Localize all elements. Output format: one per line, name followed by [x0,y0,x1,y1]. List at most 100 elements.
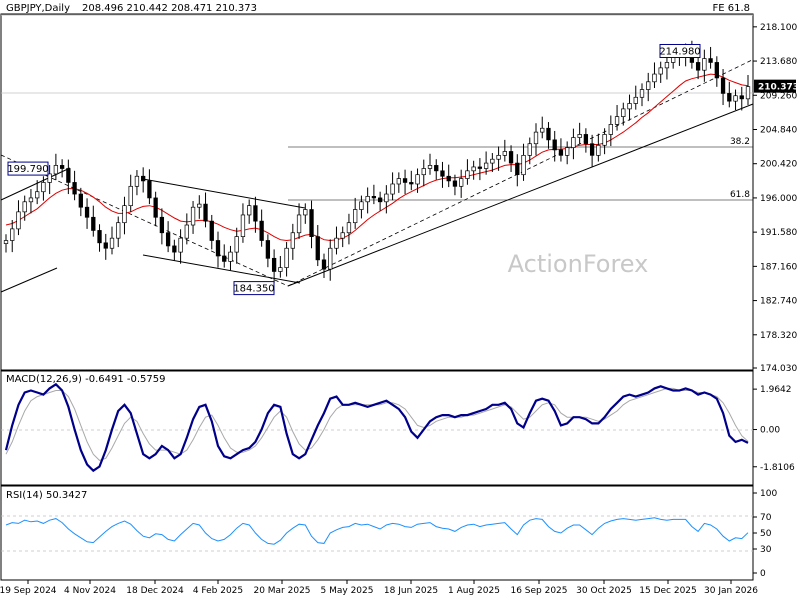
macd-title: MACD(12,26,9) -0.6491 -0.5759 [6,374,166,385]
candle-body [97,230,102,244]
candle-body [739,95,744,100]
time-tick-label: 1 Aug 2025 [448,586,500,596]
annotation-box [233,281,275,296]
price-tick-label: 178.320 [760,331,797,341]
rsi-line [5,517,749,545]
ma-line [5,73,749,242]
candle-body [197,203,202,208]
fib-38-label: 38.2 [730,137,750,147]
annotation-label: 184.350 [233,284,274,295]
candle-body [147,180,152,199]
candle-body [720,77,726,94]
rsi-title: RSI(14) 50.3427 [6,490,87,501]
candle-body [583,134,589,145]
annotation-box [7,161,49,176]
candle-body [134,175,140,187]
candle-body [16,211,21,230]
candle-body [695,62,701,71]
candle-body [384,193,389,203]
candle-body [271,257,277,272]
rsi-tick-label: 70 [760,513,772,523]
candle-body [452,180,458,187]
candle-body [589,143,595,156]
candle-body [346,222,352,234]
candle-body [421,168,426,176]
candle-body [639,89,645,98]
candle-body [558,149,564,156]
macd-panel-frame [0,370,754,486]
price-tick-label: 200.420 [760,160,797,170]
macd-signal-line [5,387,749,461]
price-tick-label: 187.160 [760,262,797,272]
candle-body [247,205,252,216]
candle-body [496,154,501,160]
candle-body [309,209,314,237]
channel-dashed-line [287,59,753,287]
candle-body [47,173,52,183]
candle-body [284,247,289,268]
candle-body [141,175,146,182]
candle-body [3,240,9,244]
candle-body [59,165,65,169]
time-tick-label: 16 Sep 2025 [510,586,567,596]
candle-body [552,139,557,151]
candle-body [390,183,395,195]
candle-body [53,165,59,175]
time-tick-label: 19 Sep 2024 [0,586,57,596]
candle-body [434,165,439,172]
candle-body [427,165,433,169]
falling-channel-top [142,178,306,209]
candle-body [222,255,227,262]
candle-body [471,166,476,172]
candle-body [377,197,383,203]
candle-body [708,58,713,63]
candle-body [203,203,208,222]
annotation-box [659,43,701,58]
candle-body [646,81,651,90]
fib-61-label: 61.8 [730,190,750,200]
candle-body [28,197,34,203]
candle-body [78,193,83,208]
last-price-tag [754,79,796,93]
candle-body [365,196,370,203]
candle-body [178,237,183,253]
rsi-tick-label: 30 [760,545,772,555]
candle-body [278,267,283,272]
moving-average [5,73,749,242]
price-annotations: 199.790 184.350 214.980 210.373 [7,43,799,296]
early-channel-top [0,167,71,201]
time-tick-label: 20 Mar 2025 [253,586,310,596]
time-tick-label: 18 Dec 2024 [126,586,184,596]
last-price-label: 210.373 [758,83,799,93]
candle-body [733,95,738,102]
candle-body [533,131,539,145]
candle-body [334,237,339,249]
candle-body [508,151,514,164]
candle-body [340,232,345,239]
rsi-tick-label: 0 [760,569,766,579]
time-axis: 19 Sep 2024 4 Nov 2024 18 Dec 2024 4 Feb 20… [0,580,758,596]
macd-line [4,382,749,473]
candle-body [577,134,582,138]
candle-body [72,182,77,195]
candle-body [84,206,90,218]
candle-body [371,196,377,199]
macd-tick-label: 0.00 [760,426,780,436]
candle-body [608,124,613,135]
rsi-panel: 100 70 50 30 0 [5,489,777,579]
candle-body [153,197,158,218]
candle-body [745,86,751,100]
candles [3,40,751,284]
candle-body [315,236,320,261]
candle-body [521,154,526,176]
macd-tick-label: -1.8106 [760,463,795,473]
candle-body [402,178,408,183]
candle-body [253,205,258,222]
candle-body [621,108,626,117]
macd-panel: 1.9642 0.00 -1.8106 [4,382,795,473]
rsi-panel-frame [0,485,754,581]
price-tick-label: 191.580 [760,228,797,238]
candle-body [184,224,189,239]
watermark: ActionForex [508,250,649,278]
time-tick-label: 4 Nov 2024 [64,586,116,596]
